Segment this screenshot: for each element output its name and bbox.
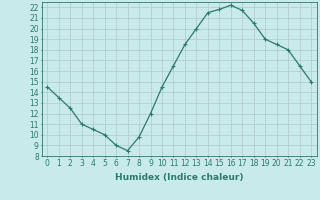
X-axis label: Humidex (Indice chaleur): Humidex (Indice chaleur) — [115, 173, 244, 182]
